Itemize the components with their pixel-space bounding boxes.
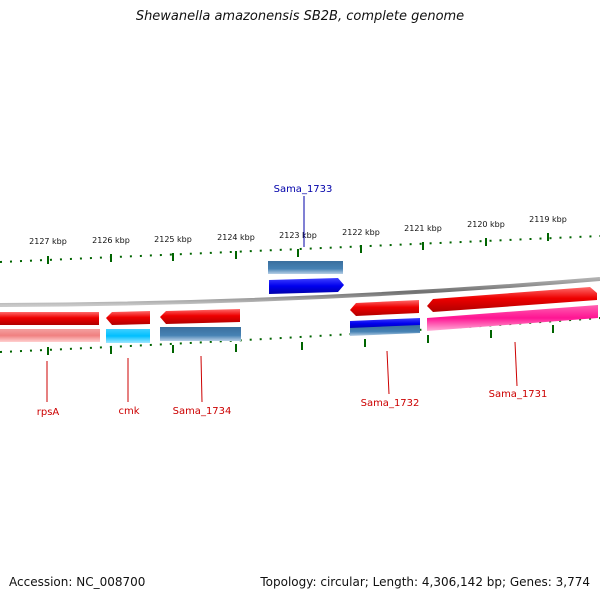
sama-1731-cds — [427, 305, 598, 331]
gene-callouts — [46, 196, 518, 403]
tick-label-2119: 2119 kbp — [529, 215, 567, 224]
tick-label-2125: 2125 kbp — [154, 235, 192, 244]
sama-1731-gene — [427, 287, 597, 312]
tick-label-2122: 2122 kbp — [342, 228, 380, 237]
gene-label-rpsA: rpsA — [37, 407, 60, 418]
gene-label-sama-1734: Sama_1734 — [173, 406, 232, 417]
rpsA-cds — [0, 329, 100, 342]
lower-tick-ring — [0, 317, 600, 353]
sama-1733-cds — [268, 261, 343, 274]
upper-tick-ring — [0, 235, 600, 263]
tick-label-2121: 2121 kbp — [404, 224, 442, 233]
genome-summary-text: Topology: circular; Length: 4,306,142 bp… — [260, 575, 590, 589]
gene-label-sama-1731: Sama_1731 — [489, 389, 548, 400]
tick-label-2120: 2120 kbp — [467, 220, 505, 229]
sama-1734-cds — [160, 327, 241, 341]
tick-label-2126: 2126 kbp — [92, 236, 130, 245]
tick-label-2127: 2127 kbp — [29, 237, 67, 246]
sama-1734-gene — [160, 309, 240, 324]
sama-1732-gene — [350, 300, 419, 316]
sama-1732-cds-steel — [350, 325, 420, 336]
gene-label-sama-1733: Sama_1733 — [274, 184, 333, 195]
cmk-cds — [106, 329, 150, 343]
cmk-gene — [106, 311, 150, 325]
upper-major-ticks — [47, 233, 549, 264]
accession-text: Accession: NC_008700 — [9, 575, 146, 589]
tick-label-2123: 2123 kbp — [279, 231, 317, 240]
tick-label-2124: 2124 kbp — [217, 233, 255, 242]
gene-labels: rpsA cmk Sama_1734 Sama_1733 Sama_1732 S… — [37, 184, 548, 418]
gene-label-sama-1732: Sama_1732 — [361, 398, 420, 409]
lower-major-ticks — [47, 325, 554, 355]
sama-1733-gene — [269, 278, 344, 294]
tick-labels: 2127 kbp 2126 kbp 2125 kbp 2124 kbp 2123… — [29, 215, 567, 246]
map-title: Shewanella amazonensis SB2B, complete ge… — [135, 9, 465, 24]
gene-label-cmk: cmk — [118, 406, 139, 417]
rpsA-gene — [0, 312, 99, 325]
genome-backbone — [0, 277, 600, 307]
